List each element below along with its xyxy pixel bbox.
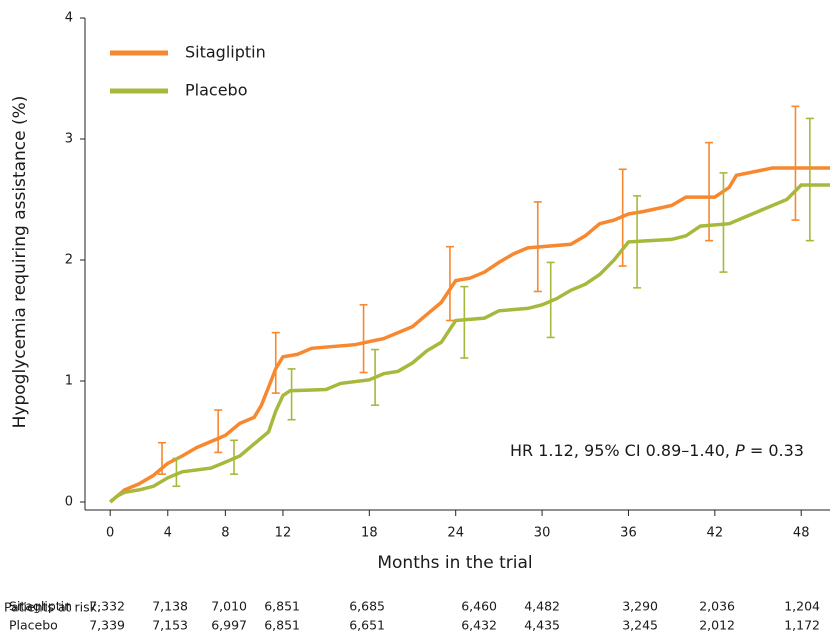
- annotation-text: = 0.33: [745, 441, 804, 460]
- risk-value: 1,172: [784, 618, 820, 633]
- y-tick-label: 0: [65, 495, 73, 510]
- y-axis-title: Hypoglycemia requiring assistance (%): [10, 96, 30, 429]
- x-tick-label: 12: [275, 526, 292, 541]
- risk-value: 6,851: [264, 618, 300, 633]
- annotation-p: P: [735, 441, 745, 460]
- x-tick-label: 48: [793, 526, 810, 541]
- y-tick-label: 1: [65, 374, 73, 389]
- risk-value: 7,339: [89, 618, 125, 633]
- risk-value: 3,245: [622, 618, 658, 633]
- x-tick-label: 18: [361, 526, 378, 541]
- x-tick-label: 24: [447, 526, 464, 541]
- risk-value: 6,685: [349, 599, 385, 614]
- risk-value: 6,651: [349, 618, 385, 633]
- risk-value: 4,482: [524, 599, 560, 614]
- x-tick-label: 30: [534, 526, 551, 541]
- risk-value: 7,010: [211, 599, 247, 614]
- risk-value: 7,332: [89, 599, 125, 614]
- risk-value: 7,153: [152, 618, 188, 633]
- risk-value: 3,290: [622, 599, 658, 614]
- x-tick-label: 0: [106, 526, 114, 541]
- x-tick-label: 8: [221, 526, 229, 541]
- x-axis-title: Months in the trial: [377, 553, 532, 573]
- risk-value: 4,435: [524, 618, 560, 633]
- risk-value: 1,204: [784, 599, 820, 614]
- annotation: HR 1.12, 95% CI 0.89–1.40, P = 0.33: [510, 441, 804, 460]
- y-tick-label: 4: [65, 11, 73, 26]
- legend-label: Sitagliptin: [185, 43, 266, 62]
- series-line: [109, 166, 830, 504]
- risk-value: 2,036: [699, 599, 735, 614]
- risk-row-label: Placebo: [9, 618, 58, 633]
- y-tick-label: 2: [65, 253, 73, 268]
- annotation-text: HR 1.12, 95% CI 0.89–1.40,: [510, 441, 735, 460]
- x-tick-label: 4: [164, 526, 172, 541]
- risk-value: 2,012: [699, 618, 735, 633]
- risk-value: 6,997: [211, 618, 247, 633]
- x-tick-label: 42: [707, 526, 724, 541]
- risk-table-label: Patients at risk:: [4, 600, 101, 615]
- risk-value: 6,460: [461, 599, 497, 614]
- risk-value: 7,138: [152, 599, 188, 614]
- x-tick-label: 36: [620, 526, 637, 541]
- y-tick-label: 3: [65, 132, 73, 147]
- risk-value: 6,432: [461, 618, 497, 633]
- series-line: [109, 183, 830, 504]
- legend-label: Placebo: [185, 81, 247, 100]
- risk-value: 6,851: [264, 599, 300, 614]
- risk-row-label: Sitagliptin: [9, 599, 72, 614]
